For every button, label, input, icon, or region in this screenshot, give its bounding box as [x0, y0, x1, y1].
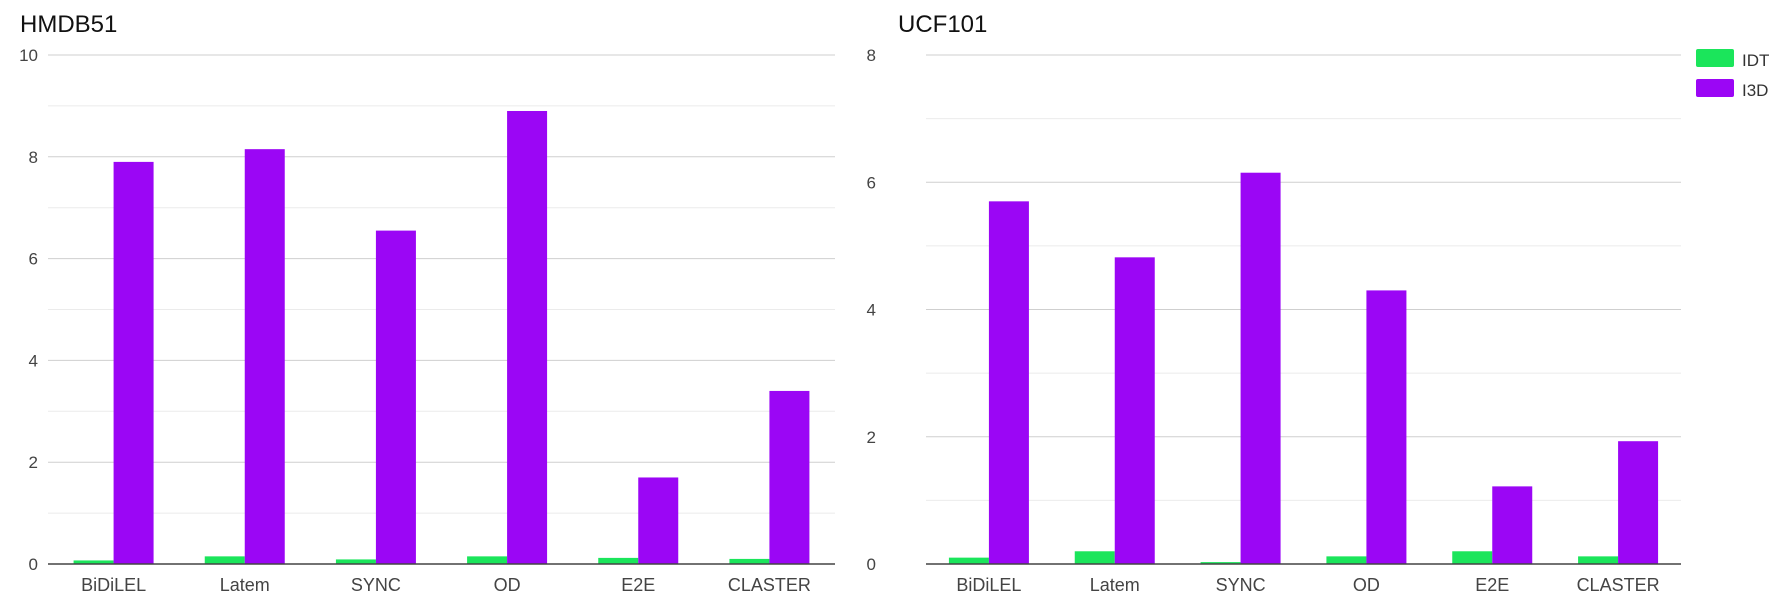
bar-idt-e2e [598, 557, 639, 564]
chart-ucf101: UCF101 0 2 4 6 8 BiDiLEL Latem SYNC OD E2E CLASTER [867, 11, 1681, 595]
legend-label-idt: IDT [1742, 51, 1769, 70]
y-tick-label: 4 [29, 351, 38, 370]
bar-idt-bidilel [948, 557, 989, 564]
y-tick-label: 2 [867, 428, 876, 447]
bar-i3d-bidilel [988, 201, 1029, 564]
bar-idt-claster [1578, 556, 1619, 564]
x-tick-label: E2E [621, 575, 655, 595]
x-tick-label: OD [494, 575, 521, 595]
x-tick-label: Latem [220, 575, 270, 595]
x-tick-label: BiDiLEL [81, 575, 146, 595]
x-tick-label: BiDiLEL [956, 575, 1021, 595]
bar-idt-latem [204, 556, 245, 564]
bar-i3d-latem [244, 149, 285, 565]
bar-i3d-bidilel [113, 161, 154, 564]
bar-i3d-sync [1240, 172, 1281, 565]
x-tick-label: CLASTER [1577, 575, 1660, 595]
y-tick-label: 10 [19, 46, 38, 65]
bar-idt-od [467, 556, 508, 564]
bar-idt-claster [729, 558, 770, 564]
x-tick-label: OD [1353, 575, 1380, 595]
bar-i3d-od [507, 110, 548, 565]
y-tick-label: 4 [867, 301, 876, 320]
bar-idt-e2e [1452, 551, 1493, 564]
bar-idt-sync [1200, 562, 1241, 564]
y-tick-label: 6 [29, 250, 38, 269]
y-tick-label: 8 [867, 46, 876, 65]
bar-idt-latem [1074, 551, 1115, 564]
x-tick-label: Latem [1090, 575, 1140, 595]
bar-i3d-claster [1618, 441, 1659, 564]
y-tick-label: 0 [29, 555, 38, 574]
bar-idt-bidilel [73, 560, 114, 564]
chart-title: UCF101 [898, 11, 987, 38]
bar-i3d-claster [769, 390, 810, 564]
legend-swatch-i3d [1696, 79, 1734, 97]
y-tick-label: 0 [867, 555, 876, 574]
x-tick-label: SYNC [1216, 575, 1266, 595]
bar-idt-sync [335, 559, 376, 564]
legend: IDT I3D [1696, 49, 1769, 100]
legend-label-i3d: I3D [1742, 81, 1768, 100]
legend-swatch-idt [1696, 49, 1734, 67]
bar-i3d-sync [375, 230, 416, 565]
y-tick-label: 2 [29, 453, 38, 472]
x-tick-label: SYNC [351, 575, 401, 595]
bar-i3d-e2e [1492, 486, 1533, 564]
y-tick-label: 6 [867, 173, 876, 192]
chart-hmdb51: HMDB51 0 2 4 6 8 10 BiDiLEL Latem SYNC OD E2E CLAST… [19, 11, 835, 595]
bar-idt-od [1326, 556, 1367, 564]
bar-i3d-latem [1114, 257, 1155, 564]
bar-i3d-od [1366, 290, 1407, 564]
y-tick-label: 8 [29, 148, 38, 167]
x-tick-label: E2E [1475, 575, 1509, 595]
chart-title: HMDB51 [20, 11, 117, 38]
bar-i3d-e2e [638, 477, 679, 564]
x-tick-label: CLASTER [728, 575, 811, 595]
